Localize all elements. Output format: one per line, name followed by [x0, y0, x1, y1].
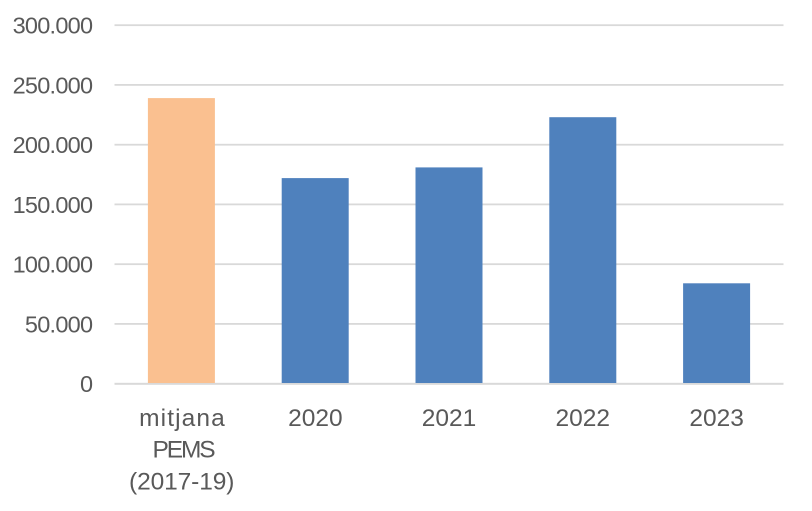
svg-text:mitjana: mitjana [139, 405, 226, 432]
svg-text:100.000: 100.000 [13, 252, 93, 278]
svg-text:(2017-19): (2017-19) [129, 469, 234, 496]
svg-text:2021: 2021 [422, 405, 477, 432]
svg-text:2023: 2023 [689, 405, 744, 432]
svg-text:2020: 2020 [288, 405, 343, 432]
svg-text:300.000: 300.000 [13, 13, 93, 39]
svg-text:PEMS: PEMS [152, 436, 215, 463]
svg-text:2022: 2022 [556, 405, 611, 432]
svg-text:250.000: 250.000 [13, 72, 93, 98]
svg-text:50.000: 50.000 [25, 311, 93, 337]
svg-text:200.000: 200.000 [13, 132, 93, 158]
svg-text:0: 0 [80, 371, 93, 397]
svg-text:150.000: 150.000 [13, 192, 93, 218]
